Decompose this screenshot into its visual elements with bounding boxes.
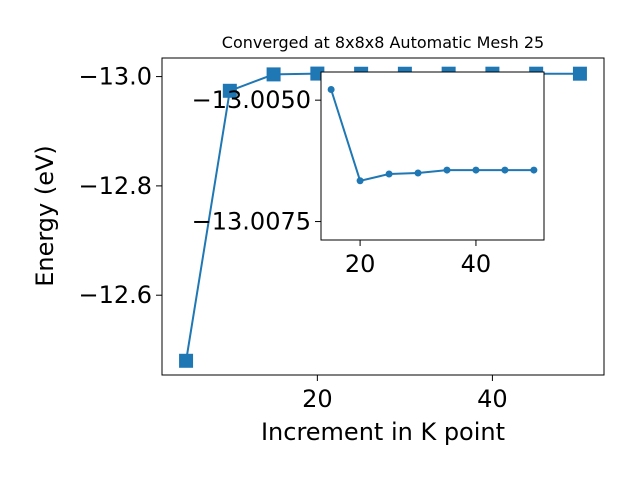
main-data-point: [222, 83, 237, 98]
inset-data-point: [530, 166, 538, 174]
main-x-tick-label: 40: [477, 385, 508, 413]
inset-series-line: [330, 89, 534, 182]
inset-data-point: [501, 166, 509, 174]
inset-x-tick-label: 20: [345, 250, 376, 278]
inset-y-tick: −13.0050: [192, 86, 321, 114]
main-x-tick: 40: [477, 375, 508, 413]
inset-data-point: [443, 166, 451, 174]
main-data-point: [572, 66, 587, 81]
inset-y-ticks: −13.0075 −13.0050: [192, 86, 321, 236]
main-plot-frame: [161, 57, 605, 376]
inset-data-point: [327, 85, 335, 93]
main-data-point: [179, 353, 194, 368]
inset-data-point: [356, 177, 364, 185]
inset-x-tick-label: 40: [461, 250, 492, 278]
inset-data-point: [414, 169, 422, 177]
inset-data-point: [472, 166, 480, 174]
inset-x-tick: 40: [461, 240, 492, 278]
main-x-tick: 20: [302, 375, 333, 413]
main-y-tick: −13.0: [78, 63, 162, 91]
main-y-ticks: −12.6 −12.8 −13.0: [78, 63, 162, 309]
inset-x-tick: 20: [345, 240, 376, 278]
inset-series: [327, 85, 538, 185]
inset-x-ticks: 20 40: [345, 240, 491, 278]
main-x-tick-label: 20: [302, 385, 333, 413]
main-y-tick: −12.8: [78, 172, 162, 200]
inset-data-point: [385, 170, 393, 178]
inset-y-tick-label: −13.0050: [192, 86, 311, 114]
inset-background: [321, 72, 544, 240]
main-y-tick: −12.6: [78, 281, 162, 309]
main-x-ticks: 20 40: [302, 375, 508, 413]
inset-y-tick: −13.0075: [192, 208, 321, 236]
main-data-point: [266, 67, 281, 82]
main-y-tick-label: −13.0: [78, 63, 152, 91]
inset-chart: −13.0075−13.0050 20 40: [192, 71, 545, 278]
main-y-tick-label: −12.6: [78, 281, 152, 309]
main-y-tick-label: −12.8: [78, 172, 152, 200]
x-axis-label: Increment in K point: [261, 418, 505, 446]
chart-title: Converged at 8x8x8 Automatic Mesh 25: [222, 33, 544, 52]
inset-plot-frame: [320, 71, 545, 241]
inset-y-tick-label: −13.0075: [192, 208, 311, 236]
y-axis-label: Energy (eV): [31, 145, 59, 287]
